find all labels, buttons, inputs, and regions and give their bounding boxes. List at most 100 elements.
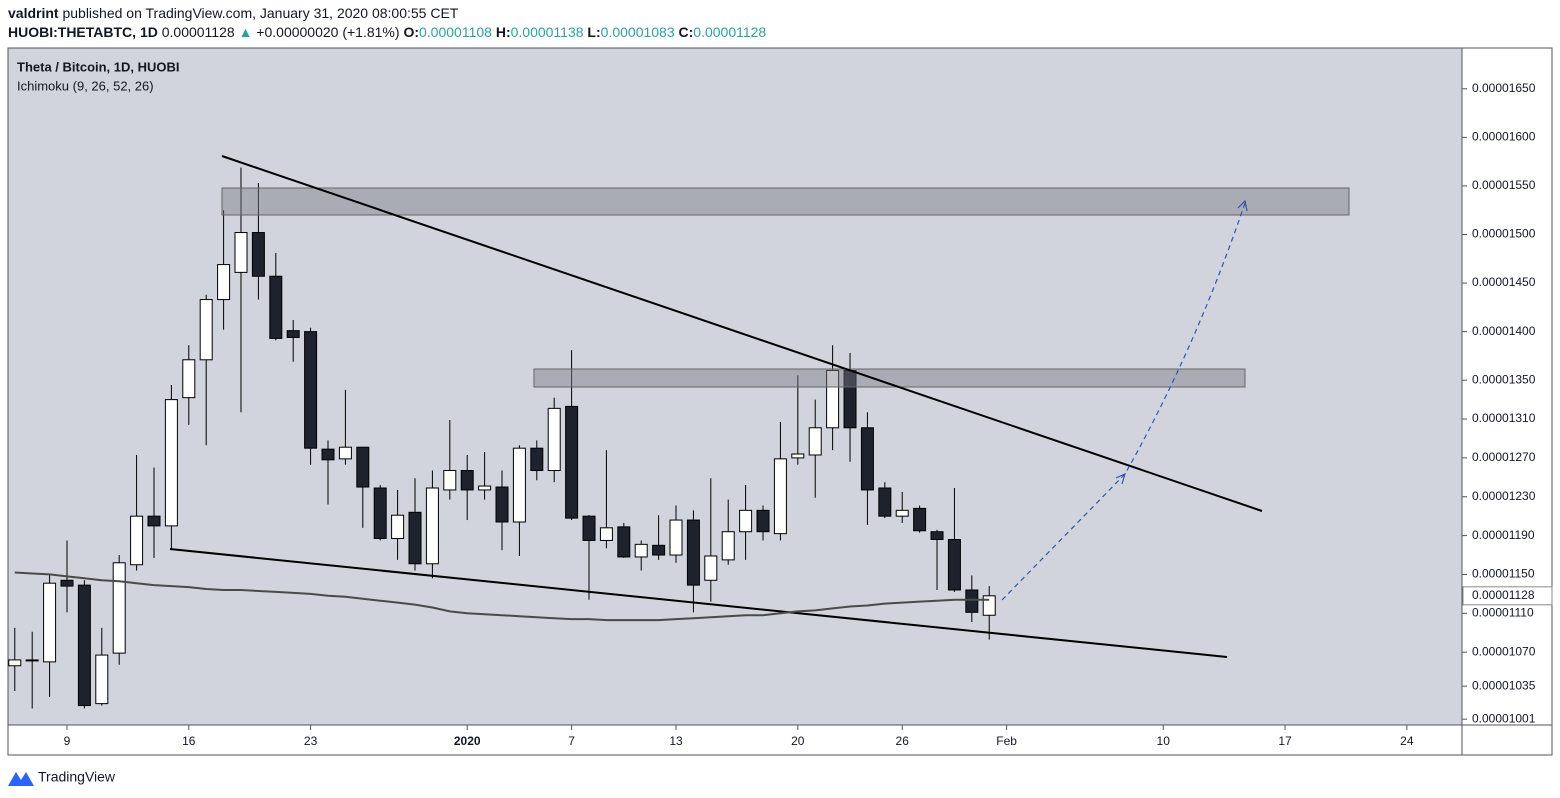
candle-body	[95, 654, 109, 705]
candle-body	[547, 407, 561, 472]
candle-body	[495, 486, 509, 523]
candle-body	[965, 589, 979, 613]
candle-body	[739, 509, 753, 533]
candle-body	[565, 405, 579, 519]
x-tick-label: 23	[304, 734, 318, 748]
y-tick-label: 0.00001500	[1472, 227, 1536, 241]
candle-body	[826, 369, 840, 429]
candle-body	[391, 514, 405, 540]
header-segment: 0.00001128	[158, 24, 239, 40]
header-segment: ▲	[239, 24, 253, 40]
candle-body	[913, 507, 927, 532]
candle-body	[373, 487, 387, 540]
x-tick-label: 17	[1278, 734, 1292, 748]
candle-body	[234, 232, 248, 273]
candle-body	[791, 453, 805, 459]
x-tick-label: 7	[568, 734, 575, 748]
candle-body	[808, 427, 822, 456]
y-tick-label: 0.00001450	[1472, 275, 1536, 289]
trend-line	[221, 155, 1263, 512]
x-tick-label: 16	[182, 734, 196, 748]
y-tick-label: 0.00001110	[1472, 605, 1534, 619]
y-tick-label: 0.00001070	[1472, 644, 1536, 658]
candle-body	[669, 519, 683, 556]
header-segment: HUOBI:THETABTC, 1D	[8, 24, 158, 40]
candle-body	[478, 485, 492, 491]
y-tick-label: 0.00001150	[1472, 567, 1535, 581]
candle-body	[182, 359, 196, 399]
candle-body	[147, 515, 161, 527]
logo-icon	[8, 772, 34, 786]
y-tick-label: 0.00001270	[1472, 450, 1536, 464]
candle-body	[860, 427, 874, 491]
tradingview-logo	[8, 772, 34, 786]
candle-body	[773, 458, 787, 535]
candle-body	[77, 584, 91, 707]
y-tick-label: 0.00001230	[1472, 489, 1536, 503]
y-tick-label: 0.00001600	[1472, 130, 1536, 144]
candle-body	[582, 515, 596, 541]
candle-body	[721, 531, 735, 561]
candle-body	[443, 470, 457, 491]
y-tick-label: 0.00001310	[1472, 411, 1536, 425]
candle-body	[512, 447, 526, 523]
candle-body	[60, 579, 74, 587]
candle-body	[25, 659, 39, 662]
candle-body	[8, 659, 22, 667]
y-tick-label: 0.00001001	[1472, 711, 1536, 725]
candle-body	[286, 330, 300, 338]
candle-body	[321, 448, 335, 461]
candle-body	[199, 299, 213, 361]
candle-body	[112, 562, 126, 654]
resistance-zone	[533, 368, 1246, 388]
candle-body	[217, 264, 231, 301]
x-tick-label: 20	[791, 734, 805, 748]
candle-body	[686, 519, 700, 586]
y-tick-label: 0.00001190	[1472, 528, 1535, 542]
candle-body	[652, 544, 666, 556]
x-tick-label: 9	[64, 734, 71, 748]
candle-body	[756, 509, 770, 533]
chart-title: Theta / Bitcoin, 1D, HUOBI	[17, 59, 180, 74]
candle-body	[425, 487, 439, 565]
candle-body	[947, 538, 961, 591]
y-tick-label: 0.00001650	[1472, 81, 1536, 95]
last-price-label: 0.00001128	[1472, 588, 1535, 602]
candle-body	[878, 487, 892, 517]
trend-line	[169, 548, 1228, 658]
y-tick-label: 0.00001550	[1472, 178, 1536, 192]
candle-body	[43, 582, 57, 663]
header-segment: O:	[403, 24, 419, 40]
header-segment: +0.00000020 (+1.81%)	[252, 24, 403, 40]
candle-body	[338, 446, 352, 460]
candle-body	[460, 470, 474, 491]
x-tick-label: 13	[669, 734, 683, 748]
brand: TradingView	[38, 769, 116, 785]
candle-body	[617, 526, 631, 558]
y-tick-label: 0.00001350	[1472, 372, 1536, 386]
projection-arrow	[1001, 202, 1246, 601]
x-tick-label: 26	[896, 734, 910, 748]
candle-body	[599, 527, 613, 541]
header-segment: 0.00001138	[511, 24, 584, 40]
last-price-box	[1462, 586, 1553, 606]
arrow-head	[1115, 472, 1126, 485]
candle-body	[634, 543, 648, 558]
arrow-head	[1237, 199, 1248, 212]
x-tick-label: 10	[1157, 734, 1171, 748]
header-segment: H:	[492, 24, 511, 40]
candle-body	[269, 275, 283, 339]
header-segment: L:	[584, 24, 601, 40]
x-tick-label: 2020	[454, 734, 481, 748]
header-segment: valdrint	[8, 5, 59, 21]
header-segment: 0.00001128	[693, 24, 766, 40]
drawings	[169, 155, 1350, 658]
resistance-zone	[221, 187, 1350, 216]
candle-body	[930, 531, 944, 540]
candle-body	[130, 515, 144, 566]
chart-frame	[7, 47, 1553, 756]
header-segment: 0.00001108	[419, 24, 492, 40]
y-tick-label: 0.00001400	[1472, 324, 1536, 338]
header-line: HUOBI:THETABTC, 1D 0.00001128 ▲ +0.00000…	[8, 24, 766, 40]
